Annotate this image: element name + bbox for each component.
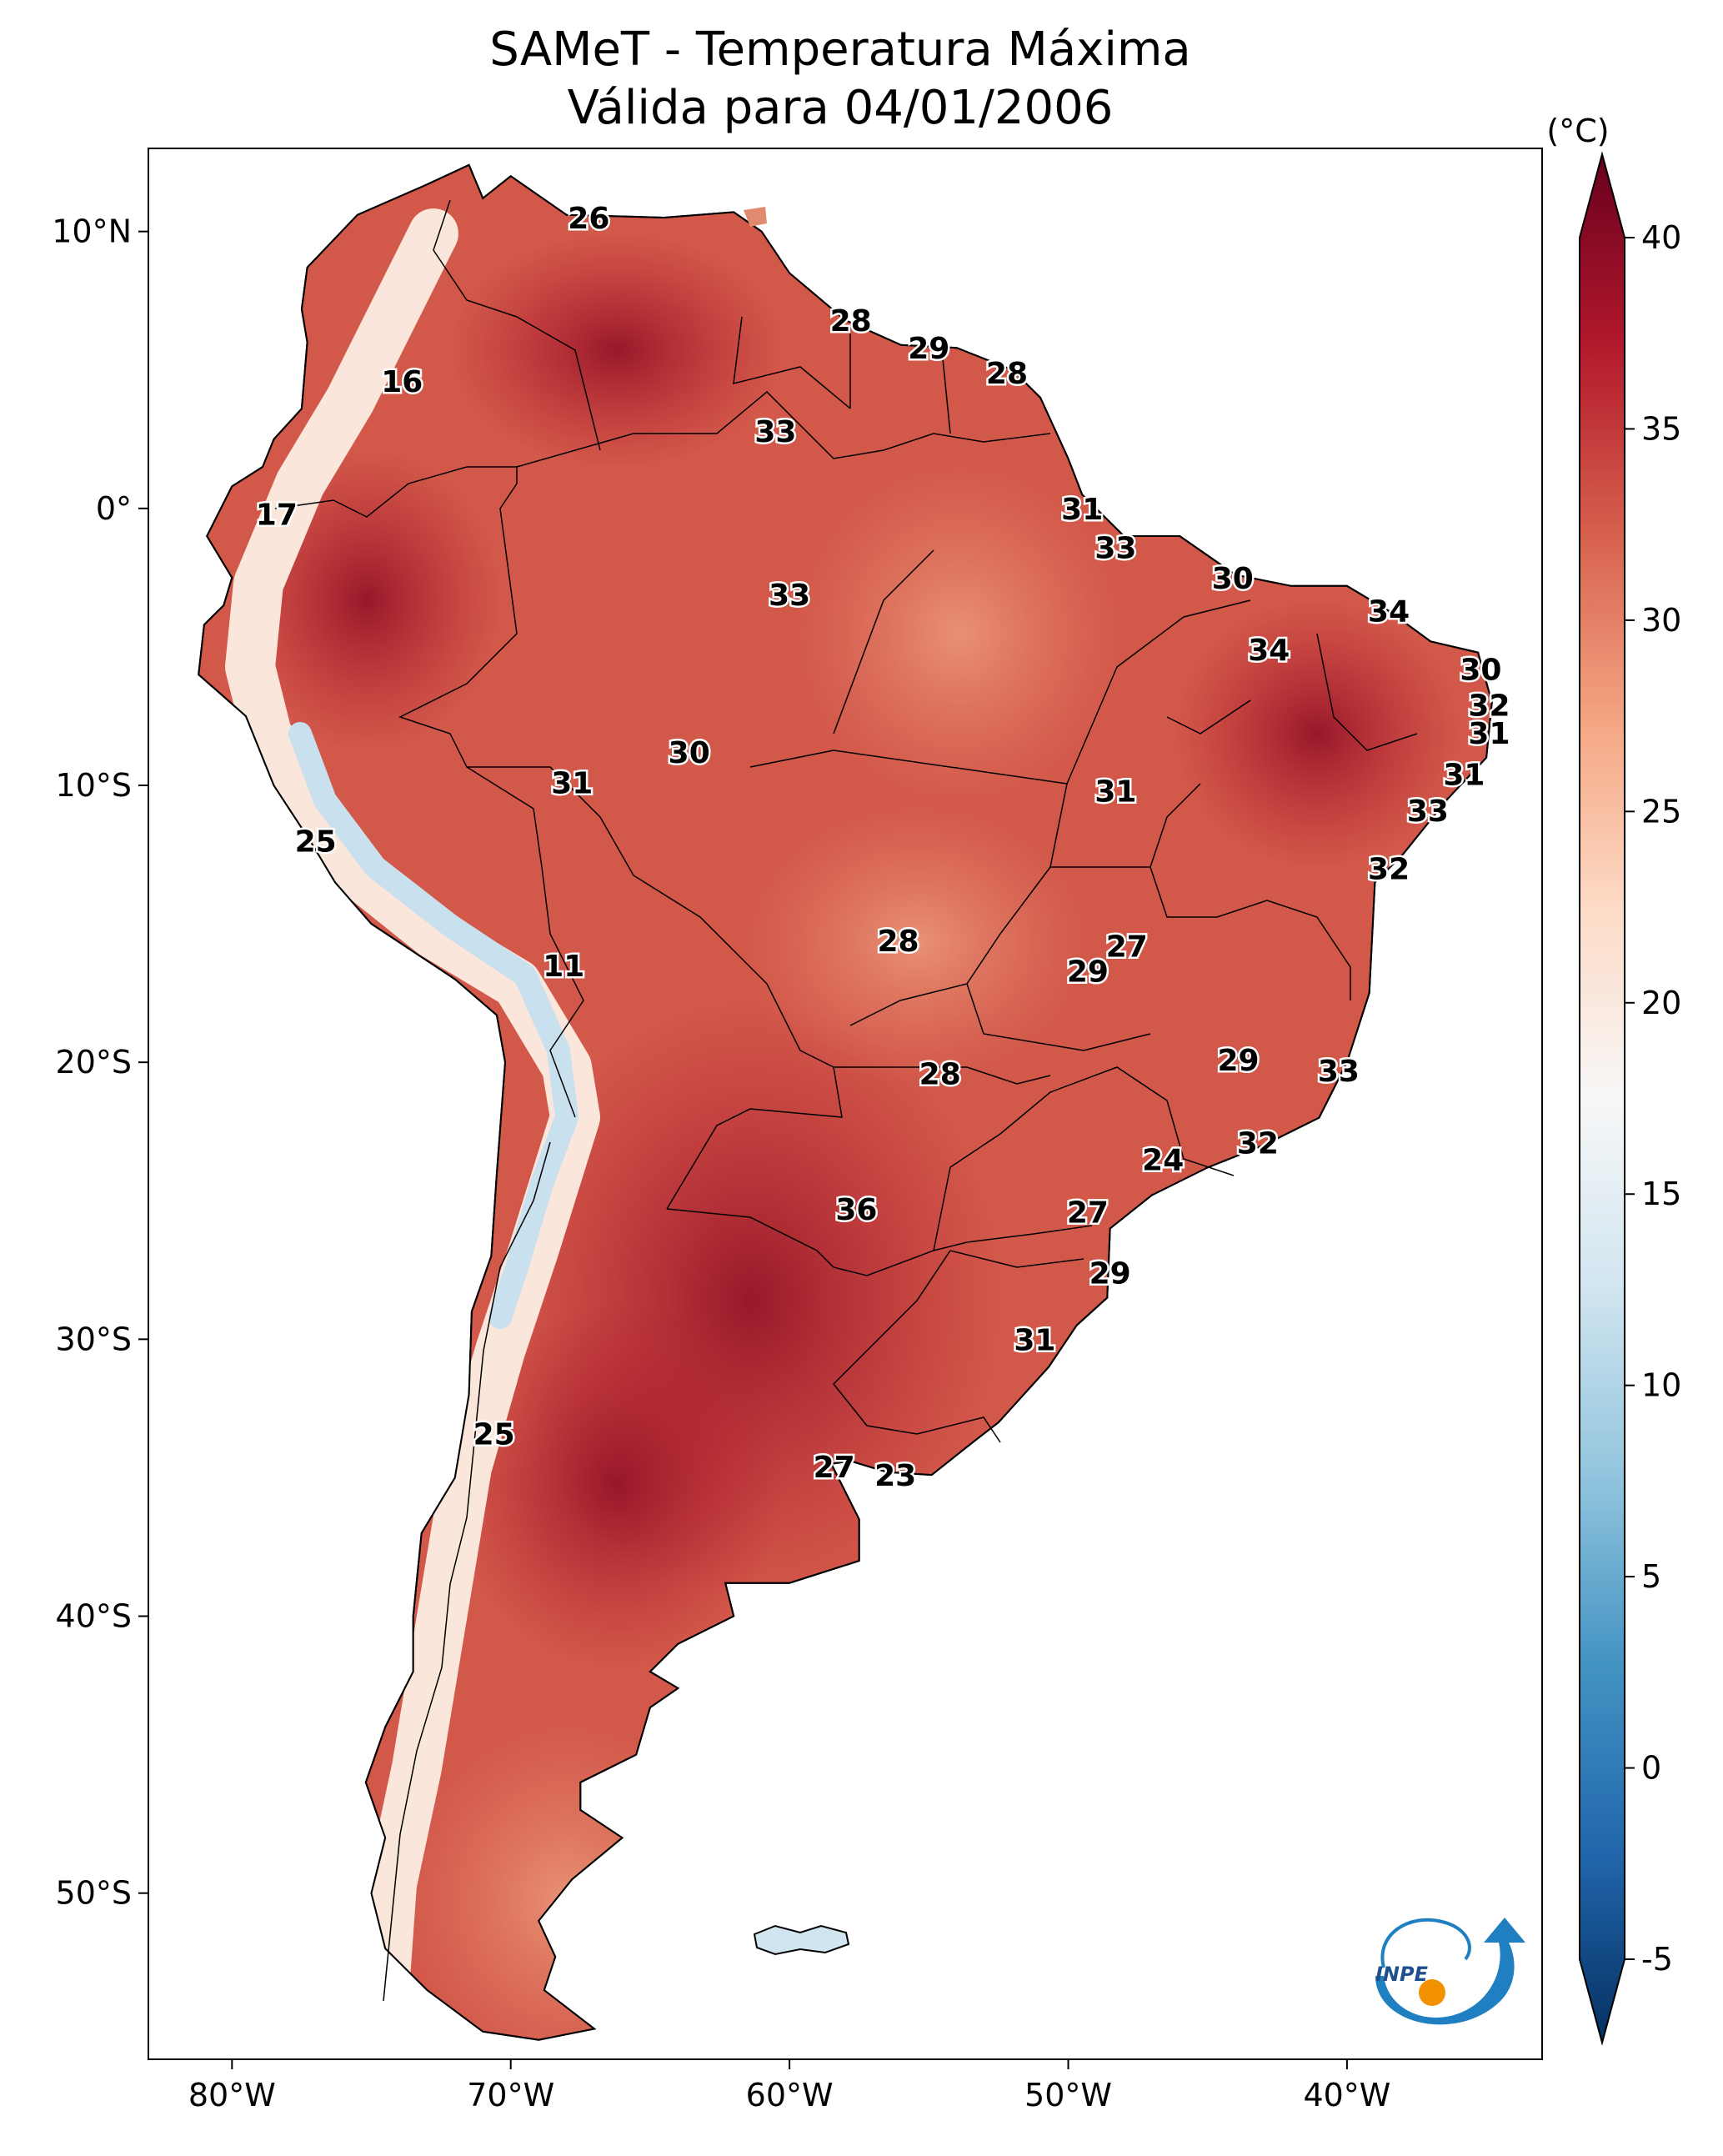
- border-chile-argentina: [383, 1141, 551, 2002]
- temperature-field: [225, 208, 1459, 2040]
- station-temperature-label: 25: [295, 825, 337, 859]
- station-temperature-label: 31: [1094, 775, 1136, 810]
- andes-cold-band: [288, 722, 579, 1329]
- colorbar-tick-label: 40: [1641, 219, 1681, 256]
- station-temperature-label: 27: [1067, 1196, 1109, 1231]
- border-peru-ecuador-colombia: [274, 466, 517, 518]
- lon-tick-label: 40°W: [1303, 2077, 1390, 2113]
- inpe-logo-swoosh-icon: [1375, 1918, 1525, 2025]
- lon-tick-label: 50°W: [1024, 2077, 1112, 2113]
- lat-tick-label: 0°: [96, 490, 132, 527]
- lat-tick-label: 20°S: [56, 1044, 132, 1081]
- station-temperature-label: 16: [381, 365, 423, 399]
- latitude-ticks: 10°N 0° 10°S 20°S 30°S 40°S 50°S: [52, 213, 148, 1912]
- station-temperature-label: 32: [1368, 853, 1410, 887]
- colorbar-tick-label: -5: [1641, 1941, 1673, 1978]
- colorbar-tick-label: 25: [1641, 793, 1681, 830]
- station-temperature-label: 28: [877, 925, 919, 959]
- country-borders: [274, 199, 1418, 2002]
- station-temperature-label: 31: [551, 767, 593, 801]
- station-temperature-label: 36: [835, 1193, 877, 1227]
- inpe-logo-ring-icon: [1380, 1918, 1471, 1968]
- station-temperature-label: 11: [543, 950, 584, 984]
- colorbar-tick-label: 0: [1641, 1750, 1661, 1787]
- station-temperature-label: 23: [874, 1459, 916, 1493]
- inpe-logo: INPE: [1375, 1918, 1525, 2025]
- lon-tick-label: 80°W: [188, 2077, 276, 2113]
- colorbar-tick-label: 10: [1641, 1367, 1681, 1404]
- station-temperature-label: 30: [1460, 653, 1501, 687]
- lat-tick-label: 30°S: [56, 1321, 132, 1357]
- colorbar-tick-label: 30: [1641, 602, 1681, 639]
- map-title-line1: SAMeT - Temperatura Máxima: [489, 23, 1191, 77]
- map-title-line2: Válida para 04/01/2006: [568, 81, 1114, 135]
- station-temperature-label: 24: [1142, 1143, 1184, 1177]
- hot-region-venezuela: [450, 233, 784, 467]
- station-temperature-label: 33: [1407, 795, 1449, 829]
- station-temperature-label: 34: [1368, 595, 1410, 629]
- station-temperature-label: 28: [919, 1057, 961, 1091]
- map-frame: [148, 148, 1543, 2060]
- station-temperature-label: 33: [1318, 1055, 1360, 1089]
- brazil-state-lines: [749, 549, 1418, 1268]
- colorbar-unit-label: (°C): [1546, 113, 1609, 149]
- warm-region-para: [792, 459, 1125, 809]
- station-temperature-label: 33: [769, 579, 810, 613]
- lat-tick-label: 10°N: [52, 213, 132, 250]
- hot-region-argentina: [450, 1301, 784, 1667]
- station-temperature-label: 28: [830, 304, 872, 338]
- station-temperature-label: 33: [1094, 531, 1136, 565]
- lon-tick-label: 60°W: [746, 2077, 834, 2113]
- warm-region-mato-grosso: [742, 800, 1092, 1084]
- coastline: [198, 163, 1493, 2041]
- station-temperature-label: 27: [1106, 930, 1148, 965]
- continent-layer: [198, 163, 1493, 2041]
- lat-tick-label: 50°S: [56, 1875, 132, 1912]
- lon-tick-label: 70°W: [467, 2077, 554, 2113]
- longitude-ticks: 80°W 70°W 60°W 50°W 40°W: [188, 2059, 1390, 2113]
- colorbar-body: [1579, 151, 1625, 2046]
- colorbar: 40 35 30 25 20 15 10 5 0 -5 (°C): [1546, 113, 1681, 2046]
- caribbean-island: [744, 207, 767, 227]
- station-temperature-label: 31: [1061, 493, 1103, 527]
- station-temperature-label: 30: [1212, 562, 1254, 596]
- station-temperature-label: 32: [1468, 689, 1510, 724]
- lat-tick-label: 40°S: [56, 1598, 132, 1635]
- station-temperature-label: 26: [568, 202, 609, 236]
- border-venezuela-colombia: [433, 199, 601, 451]
- lat-tick-label: 10°S: [56, 767, 132, 804]
- station-temperature-label: 29: [1067, 955, 1109, 990]
- station-temperature-label: 33: [754, 415, 796, 449]
- station-temperature-label: 31: [1468, 717, 1510, 751]
- station-temperature-label: 28: [986, 357, 1028, 391]
- hot-region-northeast: [1175, 600, 1459, 867]
- colorbar-tick-label: 5: [1641, 1558, 1661, 1595]
- border-peru-bolivia: [466, 766, 584, 1118]
- border-bolivia-paraguay: [666, 983, 843, 1210]
- station-temperature-label: 31: [1014, 1323, 1055, 1357]
- station-temperature-label: 17: [256, 498, 298, 532]
- station-temperature-label: 29: [908, 332, 949, 366]
- colorbar-tick-label: 20: [1641, 985, 1681, 1021]
- station-temperature-label: 30: [669, 736, 710, 770]
- border-brazil-west: [398, 449, 768, 985]
- station-temperature-label: 29: [1217, 1044, 1259, 1078]
- inpe-logo-dot-icon: [1419, 1979, 1445, 2006]
- station-temperature-label: 29: [1089, 1257, 1131, 1291]
- station-temperature-label: 32: [1237, 1127, 1279, 1161]
- colorbar-tick-label: 15: [1641, 1176, 1681, 1212]
- station-temperature-label: 31: [1443, 759, 1485, 793]
- station-temperature-label: 27: [814, 1451, 855, 1485]
- border-guianas: [733, 316, 951, 434]
- colorbar-tick-label: 35: [1641, 410, 1681, 447]
- station-temperature-label: 34: [1248, 634, 1290, 668]
- border-argentina-brazil-uruguay: [832, 1250, 1001, 1443]
- border-brazil-north: [574, 390, 1051, 459]
- station-temperature-label: 25: [473, 1417, 515, 1452]
- inpe-logo-text: INPE: [1375, 1963, 1429, 1986]
- falkland-islands: [753, 1924, 850, 1956]
- colorbar-ticks: 40 35 30 25 20 15 10 5 0 -5: [1625, 219, 1681, 1978]
